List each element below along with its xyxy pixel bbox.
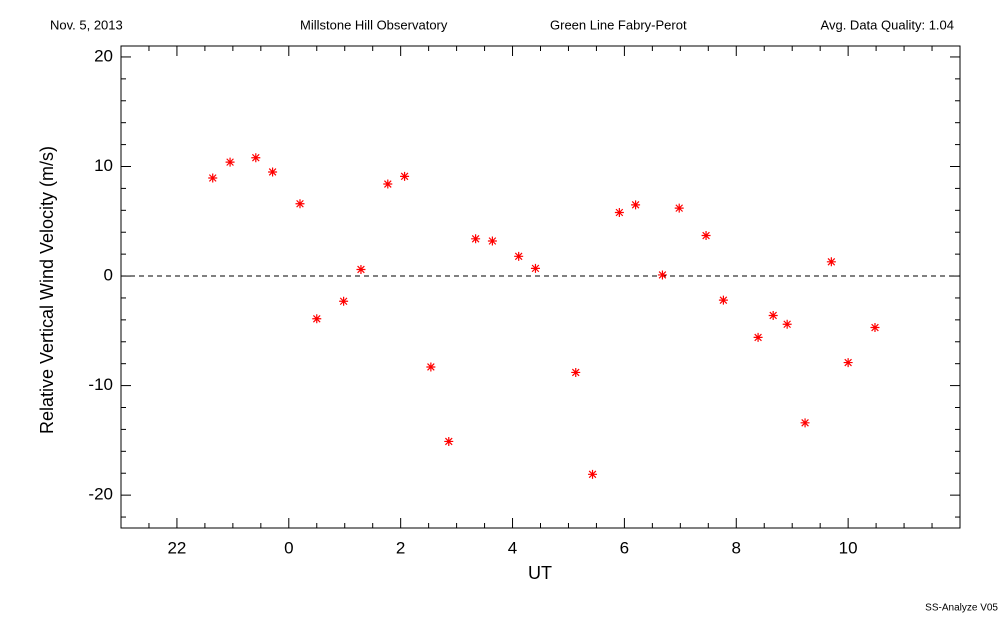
data-point <box>444 436 454 446</box>
data-point <box>843 358 853 368</box>
data-point <box>530 263 540 273</box>
data-point <box>295 199 305 209</box>
x-tick-label: 22 <box>167 538 186 557</box>
x-tick-label: 8 <box>732 538 741 557</box>
y-tick-label: -10 <box>88 375 113 394</box>
data-point <box>383 179 393 189</box>
data-point <box>400 171 410 181</box>
x-tick-label: 6 <box>620 538 629 557</box>
date: Nov. 5, 2013 <box>50 17 123 32</box>
x-tick-label: 2 <box>396 538 405 557</box>
data-point <box>631 200 641 210</box>
data-point <box>251 153 261 163</box>
y-axis-label: Relative Vertical Wind Velocity (m/s) <box>37 146 57 434</box>
instrument: Green Line Fabry-Perot <box>550 17 687 32</box>
data-point <box>826 257 836 267</box>
y-tick-label: 20 <box>94 46 113 65</box>
data-point <box>800 418 810 428</box>
data-point <box>674 203 684 213</box>
data-point <box>614 208 624 218</box>
x-tick-label: 0 <box>284 538 293 557</box>
data-point <box>657 270 667 280</box>
data-point <box>356 264 366 274</box>
data-point <box>208 173 218 183</box>
data-point <box>782 319 792 329</box>
x-tick-label: 4 <box>508 538 517 557</box>
x-axis-label: UT <box>528 563 552 583</box>
y-tick-label: 0 <box>104 266 113 285</box>
data-point <box>588 469 598 479</box>
y-tick-label: -20 <box>88 485 113 504</box>
observatory: Millstone Hill Observatory <box>300 17 448 32</box>
data-point <box>471 234 481 244</box>
x-tick-label: 10 <box>839 538 858 557</box>
data-point <box>768 310 778 320</box>
data-point <box>718 295 728 305</box>
data-point <box>225 157 235 167</box>
plot-frame <box>120 45 961 529</box>
data-quality: Avg. Data Quality: 1.04 <box>821 17 954 32</box>
data-point <box>426 362 436 372</box>
data-point <box>753 332 763 342</box>
footer: SS-Analyze V05 <box>925 603 998 614</box>
data-point <box>514 251 524 261</box>
data-point <box>701 231 711 241</box>
data-point <box>571 367 581 377</box>
data-point <box>312 314 322 324</box>
data-point <box>268 167 278 177</box>
data-point <box>870 323 880 333</box>
data-point <box>487 236 497 246</box>
y-tick-label: 10 <box>94 156 113 175</box>
data-point <box>339 296 349 306</box>
